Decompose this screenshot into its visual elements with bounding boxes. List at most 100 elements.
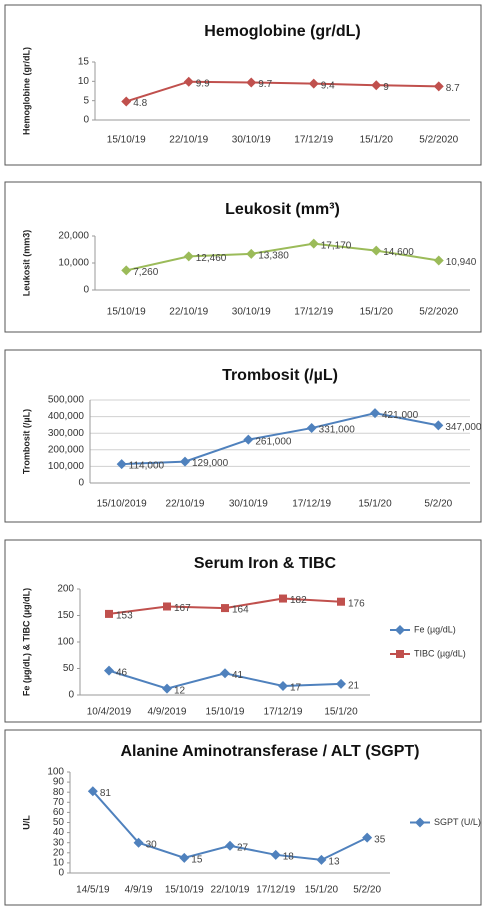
y-tick-label: 70 [53, 797, 65, 808]
legend-marker [395, 625, 405, 635]
x-tick-label: 5/2/20 [353, 885, 381, 896]
point [433, 81, 444, 92]
data-label: 18 [283, 851, 295, 862]
data-label: 12 [174, 685, 186, 696]
y-axis-label: Trombosit (/µL) [21, 409, 31, 474]
line [126, 242, 439, 272]
data-label: 9 [383, 82, 389, 93]
y-tick-label: 0 [78, 478, 84, 489]
point [243, 434, 254, 445]
point [362, 832, 373, 843]
x-tick-label: 15/10/19 [107, 307, 146, 318]
point [337, 597, 345, 606]
x-tick-label: 17/12/19 [294, 135, 333, 146]
x-tick-label: 15/1/20 [324, 707, 358, 718]
y-tick-label: 80 [53, 787, 65, 798]
data-label: 17,170 [321, 240, 352, 251]
y-axis-label: U/L [21, 815, 31, 830]
chart-frame [4, 729, 482, 906]
y-tick-label: 0 [68, 690, 74, 701]
y-tick-label: 400,000 [48, 411, 85, 422]
point [270, 849, 281, 860]
chart-title: Alanine Aminotransferase / ALT (SGPT) [120, 743, 419, 760]
chart-frame [4, 539, 482, 723]
point [221, 604, 229, 613]
x-tick-label: 17/12/19 [264, 707, 303, 718]
x-tick-label: 22/10/19 [169, 135, 208, 146]
chart-title: Serum Iron & TIBC [194, 555, 337, 572]
data-label: 9.4 [321, 80, 335, 91]
x-tick-label: 17/12/19 [292, 499, 331, 510]
data-label: 8.7 [446, 83, 460, 94]
point [278, 680, 288, 691]
y-tick-label: 500,000 [48, 395, 85, 406]
y-tick-label: 30 [53, 837, 65, 848]
data-label: 46 [116, 667, 128, 678]
data-label: 153 [116, 611, 133, 622]
point [121, 265, 132, 276]
point [371, 245, 382, 256]
point [246, 77, 257, 88]
data-label: 15 [191, 854, 203, 865]
point [225, 840, 235, 851]
data-label: 21 [348, 681, 360, 692]
y-tick-label: 0 [58, 868, 64, 879]
point [433, 420, 444, 431]
point [133, 837, 144, 848]
x-tick-label: 15/1/20 [305, 885, 339, 896]
point [163, 602, 171, 611]
y-tick-label: 200,000 [48, 444, 85, 455]
point [87, 786, 98, 797]
data-label: 17 [290, 683, 302, 694]
data-label: 176 [348, 598, 365, 609]
y-axis-label: Leukosit (mm3) [21, 230, 31, 297]
data-label: 35 [374, 834, 386, 845]
data-label: 10,940 [446, 257, 477, 268]
y-tick-label: 60 [53, 807, 65, 818]
data-label: 421,000 [382, 410, 419, 421]
point [116, 459, 127, 470]
point [336, 678, 346, 689]
chart-frame [4, 349, 482, 523]
data-label: 167 [174, 603, 191, 614]
x-tick-label: 22/10/19 [211, 885, 250, 896]
legend-label: TIBC (µg/dL) [414, 648, 466, 658]
point [121, 96, 132, 107]
data-label: 14,600 [383, 247, 414, 258]
x-tick-label: 22/10/19 [166, 499, 205, 510]
y-tick-label: 5 [83, 95, 89, 106]
data-label: 9.9 [196, 78, 210, 89]
x-tick-label: 14/5/19 [76, 885, 110, 896]
data-label: 164 [232, 605, 249, 616]
x-tick-label: 4/9/19 [125, 885, 153, 896]
data-label: 7,260 [133, 267, 158, 278]
x-tick-label: 15/1/20 [360, 307, 394, 318]
x-tick-label: 30/10/19 [232, 307, 271, 318]
chart-title: Leukosit (mm³) [225, 201, 340, 218]
y-tick-label: 0 [83, 285, 89, 296]
point [105, 609, 113, 618]
point [179, 852, 190, 863]
chart-title: Trombosit (/µL) [222, 367, 338, 384]
y-tick-label: 10,000 [58, 258, 89, 269]
data-label: 261,000 [255, 436, 292, 447]
y-tick-label: 15 [78, 57, 90, 68]
data-label: 30 [146, 839, 158, 850]
chart-frame [4, 181, 482, 333]
x-tick-label: 17/12/19 [294, 307, 333, 318]
data-label: 347,000 [445, 422, 482, 433]
y-tick-label: 100 [47, 767, 64, 778]
point [183, 76, 194, 87]
y-axis-label: Hemoglobine (gr/dL) [21, 47, 31, 135]
y-tick-label: 100,000 [48, 461, 85, 472]
data-label: 13,380 [258, 251, 289, 262]
legend-label: SGPT (U/L) [434, 817, 481, 827]
point [220, 668, 230, 679]
x-tick-label: 15/1/20 [360, 135, 394, 146]
data-label: 331,000 [319, 425, 356, 436]
x-tick-label: 17/12/19 [256, 885, 295, 896]
point [316, 854, 327, 865]
point [279, 594, 287, 603]
data-label: 114,000 [129, 461, 165, 472]
